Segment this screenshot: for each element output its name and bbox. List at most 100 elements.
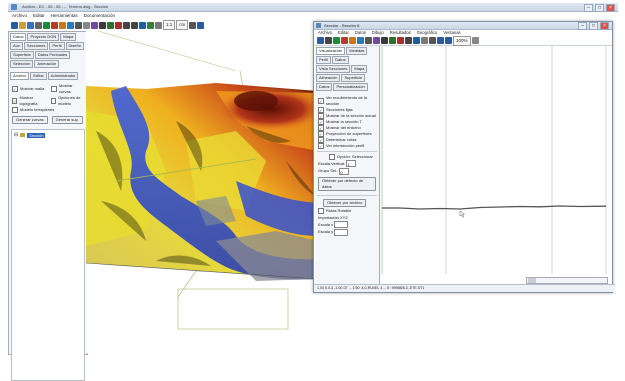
section-tab-alineacion[interactable]: Alineación bbox=[316, 74, 341, 82]
section-pencil-icon[interactable] bbox=[405, 37, 412, 44]
section-option-0[interactable]: ✓ Ver recubrimiento de la sección bbox=[318, 95, 367, 106]
measure-icon[interactable] bbox=[91, 21, 98, 29]
rotate-icon[interactable] bbox=[139, 21, 146, 29]
section-close-button[interactable]: × bbox=[600, 22, 609, 30]
scrollbar-thumb[interactable] bbox=[528, 278, 536, 283]
section-tab-medidas[interactable]: Medidas bbox=[346, 47, 368, 55]
checkbox-checked-icon[interactable]: ✓ bbox=[12, 98, 18, 104]
tree-icon[interactable] bbox=[107, 21, 114, 29]
generate-contours-button[interactable]: Generar curvas bbox=[12, 116, 48, 124]
defaults-button[interactable]: Obtener por defecto de datos bbox=[318, 176, 376, 191]
horizontal-scrollbar[interactable] bbox=[526, 277, 608, 284]
section-refresh-icon[interactable] bbox=[429, 37, 436, 44]
section-menu-archivo[interactable]: Archivo bbox=[318, 30, 332, 35]
section-arrow-icon[interactable] bbox=[325, 37, 332, 44]
subtab-administrador[interactable]: Administrador bbox=[47, 72, 79, 80]
section-cut-icon[interactable] bbox=[381, 37, 388, 44]
section-menu-dibujo[interactable]: Dibujo bbox=[371, 30, 384, 35]
section-tab-perfil[interactable]: Perfil bbox=[316, 56, 332, 64]
section-window[interactable]: Sección - Sección 8 – □ × Archivo Editar… bbox=[313, 21, 615, 293]
tab-mapa[interactable]: Mapa bbox=[60, 33, 77, 41]
checkbox-checked-icon[interactable]: ✓ bbox=[318, 98, 324, 104]
grid-icon[interactable] bbox=[43, 21, 50, 29]
section-line-icon[interactable] bbox=[349, 37, 356, 44]
scale-x-field[interactable] bbox=[334, 221, 349, 229]
section-zoom-value[interactable]: 100% bbox=[453, 35, 471, 46]
tab-aux[interactable]: Aux bbox=[10, 42, 23, 50]
rotable-option[interactable]: Rutas Rotable bbox=[315, 207, 379, 214]
section-select-icon[interactable] bbox=[317, 37, 324, 44]
menu-herramientas[interactable]: Herramientas bbox=[50, 13, 78, 18]
section-pan-icon[interactable] bbox=[421, 37, 428, 44]
generate-surface-button[interactable]: Generar sup. bbox=[51, 116, 83, 124]
autoselect-option[interactable]: Opción: Seleccionar bbox=[315, 154, 379, 160]
section-zoom-out-icon[interactable] bbox=[445, 37, 452, 44]
section-tab-vista-secciones[interactable]: Vista Secciones bbox=[316, 65, 351, 73]
unit-label[interactable]: cm bbox=[176, 20, 189, 30]
section-tab-mapa[interactable]: Mapa bbox=[351, 65, 368, 73]
tree-item[interactable]: ⊟ Sección bbox=[12, 130, 84, 140]
surface-icon[interactable] bbox=[67, 21, 74, 29]
tab-animacion[interactable]: Animación bbox=[34, 60, 60, 68]
scale-y-field[interactable] bbox=[334, 228, 349, 236]
profile-icon[interactable] bbox=[75, 21, 82, 29]
section-tab-superficie[interactable]: Superficie bbox=[341, 74, 366, 82]
section-measure-icon[interactable] bbox=[373, 37, 380, 44]
minimize-button[interactable]: – bbox=[584, 4, 593, 12]
from-file-button[interactable]: Obtener por archivo bbox=[323, 198, 367, 207]
section-option-7[interactable]: ✓ Ver intersección perfil bbox=[318, 143, 365, 149]
checkbox-icon[interactable] bbox=[318, 207, 324, 214]
checkbox-icon[interactable] bbox=[329, 154, 335, 160]
subtab-archivo[interactable]: Archivo bbox=[10, 72, 30, 80]
line-icon[interactable] bbox=[59, 21, 66, 29]
section-option-1[interactable]: ✓ Secciones fijas bbox=[318, 107, 353, 113]
menu-documentacion[interactable]: Documentación bbox=[83, 13, 116, 18]
mark-icon[interactable] bbox=[115, 21, 122, 29]
cut-icon[interactable] bbox=[99, 21, 106, 29]
section-tab-visualizacion[interactable]: Visualización bbox=[316, 47, 346, 55]
tab-datos[interactable]: Datos bbox=[10, 33, 27, 41]
checkbox-checked-icon[interactable]: ✓ bbox=[318, 143, 324, 149]
section-tab-datos2[interactable]: Datos bbox=[316, 83, 333, 91]
terrain-surface[interactable] bbox=[86, 31, 318, 353]
section-option-5[interactable]: ✓ Proyección de superficies bbox=[318, 131, 372, 137]
zoom-scale-value[interactable]: 1:1 bbox=[163, 20, 176, 30]
save-icon[interactable] bbox=[27, 21, 34, 29]
checkbox-checked-icon[interactable]: ✓ bbox=[318, 125, 324, 131]
checkbox-checked-icon[interactable]: ✓ bbox=[318, 107, 324, 113]
section-menu-datos[interactable]: Datos bbox=[354, 30, 366, 35]
terrain-viewport[interactable] bbox=[86, 31, 318, 353]
section-option-2[interactable]: ✓ Mostrar de la sección actual bbox=[318, 113, 376, 119]
option-mostrar-malla[interactable]: ✓ Mostrar malla bbox=[12, 86, 45, 92]
section-menu-editar[interactable]: Editar bbox=[337, 30, 349, 35]
section-menu-geografico[interactable]: Geográfico bbox=[416, 30, 438, 35]
section-option-3[interactable]: ✓ Mostrar la sección T bbox=[318, 119, 362, 125]
checkbox-checked-icon[interactable]: ✓ bbox=[12, 86, 18, 92]
section-tab-datos[interactable]: Datos bbox=[332, 56, 349, 64]
section-profile-canvas[interactable] bbox=[380, 46, 610, 278]
tab-proyecto[interactable]: Proyecto DGN bbox=[27, 33, 60, 41]
section-grid-icon[interactable] bbox=[333, 37, 340, 44]
section-menu-ventanas[interactable]: Ventanas bbox=[443, 30, 461, 35]
point-icon[interactable] bbox=[51, 21, 58, 29]
section-profile-icon[interactable] bbox=[365, 37, 372, 44]
section-minimize-button[interactable]: – bbox=[578, 22, 587, 30]
tab-seleccion[interactable]: Selección bbox=[10, 60, 34, 68]
option-opciones-modelo[interactable]: Opciones de modelo bbox=[48, 95, 85, 107]
zoom-in-icon[interactable] bbox=[123, 21, 130, 29]
section-maximize-button[interactable]: □ bbox=[589, 22, 598, 30]
checkbox-checked-icon[interactable]: ✓ bbox=[318, 137, 324, 143]
tab-diseno[interactable]: Diseño bbox=[65, 42, 84, 50]
checkbox-icon[interactable] bbox=[51, 86, 57, 92]
group-field[interactable]: 0 bbox=[339, 167, 350, 175]
checkbox-checked-icon[interactable]: ✓ bbox=[318, 131, 324, 137]
print-icon[interactable] bbox=[35, 21, 42, 29]
checkbox-icon[interactable] bbox=[12, 107, 18, 113]
checkbox-checked-icon[interactable]: ✓ bbox=[318, 113, 324, 119]
section-option-4[interactable]: ✓ Mostrar del entorno bbox=[318, 125, 361, 131]
checkbox-icon[interactable] bbox=[51, 98, 56, 104]
close-button[interactable]: × bbox=[606, 4, 615, 12]
section-point-icon[interactable] bbox=[341, 37, 348, 44]
open-folder-icon[interactable] bbox=[19, 21, 26, 29]
section-mark-icon[interactable] bbox=[397, 37, 404, 44]
